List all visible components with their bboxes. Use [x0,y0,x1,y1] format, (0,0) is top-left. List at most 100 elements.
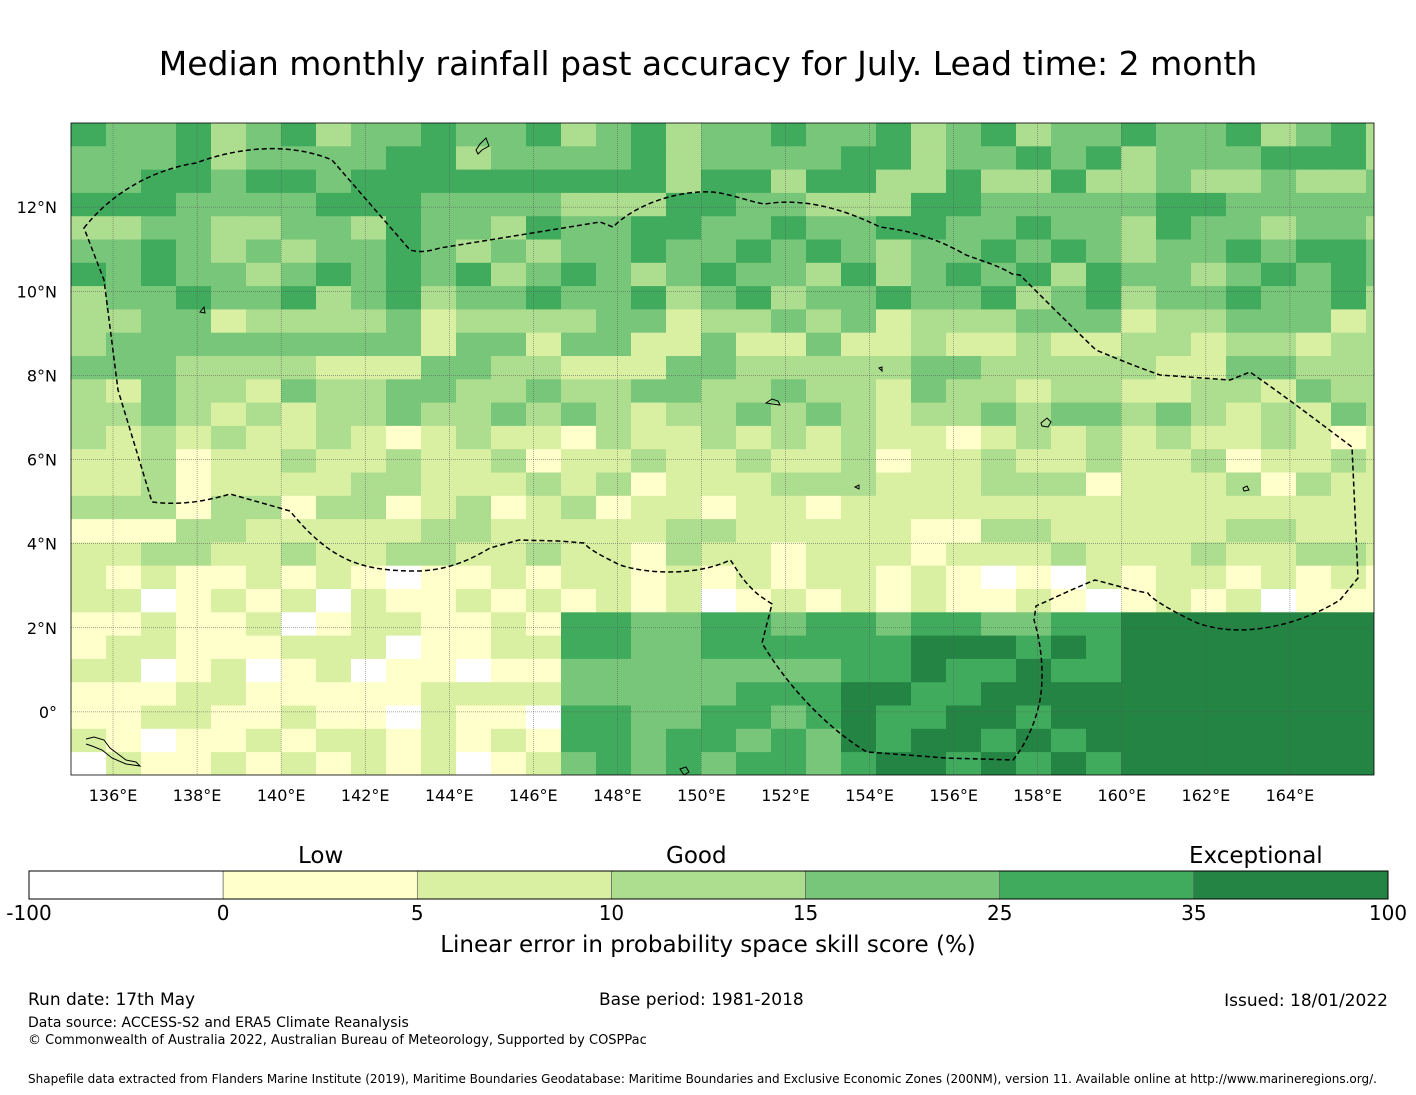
grid-cell [351,495,387,520]
grid-cell [1016,519,1052,543]
grid-cell [596,286,632,310]
grid-cell [1226,169,1262,194]
grid-cell [1156,519,1192,543]
grid-cell [281,752,317,775]
grid-cell [1156,169,1192,194]
grid-cell [876,286,912,310]
grid-cell [491,449,527,473]
grid-cell [141,472,177,497]
grid-cell [246,169,282,194]
grid-cell [1226,752,1262,775]
grid-cell [141,542,177,567]
grid-cell [351,565,387,590]
grid-cell [596,658,632,683]
grid-cell [386,379,422,404]
grid-cell [316,589,352,613]
grid-cell [736,472,772,497]
grid-cell [876,332,912,357]
grid-cell [106,169,142,194]
grid-cell [946,612,982,637]
grid-cell [281,519,317,543]
grid-cell [1051,332,1087,357]
grid-cell [911,472,947,497]
grid-cell [666,612,702,637]
grid-cell [526,216,562,240]
grid-cell [771,612,807,637]
grid-cell [211,332,247,357]
grid-cell [631,216,667,240]
grid-cell [141,192,177,217]
grid-cell [771,705,807,730]
grid-cell [281,379,317,404]
grid-cell [1086,682,1122,706]
grid-cell [666,192,702,217]
longitude-tick-label: 164°E [1266,786,1315,805]
grid-cell [771,146,807,171]
grid-cell [316,239,352,264]
longitude-tick-label: 148°E [593,786,642,805]
grid-cell [281,705,317,730]
grid-cell [211,658,247,683]
grid-cell [141,262,177,287]
grid-cell [246,612,282,637]
grid-cell [911,146,947,171]
grid-cell [736,286,772,310]
grid-cell [1156,286,1192,310]
grid-cell [1366,612,1374,637]
grid-cell [1366,239,1374,264]
grid-cell [71,309,107,334]
grid-cell [631,635,667,660]
grid-cell [981,752,1017,775]
grid-cell [106,705,142,730]
grid-cell [1121,728,1157,753]
grid-cell [771,589,807,613]
grid-cell [946,635,982,660]
grid-cell [631,169,667,194]
grid-cell [631,472,667,497]
grid-cell [281,542,317,567]
grid-cell [246,728,282,753]
grid-cell [701,658,737,683]
grid-cell [106,379,142,404]
grid-cell [526,658,562,683]
grid-cell [561,705,597,730]
grid-cell [456,472,492,497]
grid-cell [1016,192,1052,217]
grid-cell [1226,449,1262,473]
grid-cell [351,402,387,427]
grid-cell [1156,332,1192,357]
grid-cell [1051,449,1087,473]
grid-cell [421,262,457,287]
map-panel [70,122,1375,776]
latitude-tick-label: 0° [39,703,57,722]
grid-cell [841,542,877,567]
grid-cell [1016,123,1052,147]
issued-date: Issued: 18/01/2022 [1224,991,1388,1011]
grid-cell [806,332,842,357]
grid-cell [456,262,492,287]
grid-cell [351,449,387,473]
grid-cell [666,472,702,497]
grid-cell [946,262,982,287]
grid-cell [981,472,1017,497]
grid-cell [1086,356,1122,380]
grid-cell [1296,123,1332,147]
grid-cell [771,309,807,334]
grid-cell [106,356,142,380]
grid-cell [421,146,457,171]
grid-cell [1051,542,1087,567]
grid-cell [876,752,912,775]
grid-cell [946,705,982,730]
grid-cell [1261,495,1297,520]
grid-cell [141,752,177,775]
grid-cell [1086,192,1122,217]
grid-cell [1366,495,1374,520]
grid-cell [491,262,527,287]
grid-cell [176,565,212,590]
grid-cell [1331,449,1367,473]
grid-cell [736,123,772,147]
grid-cell [421,169,457,194]
longitude-tick-label: 138°E [173,786,222,805]
grid-cell [106,216,142,240]
colorbar-label: Linear error in probability space skill … [440,932,976,958]
